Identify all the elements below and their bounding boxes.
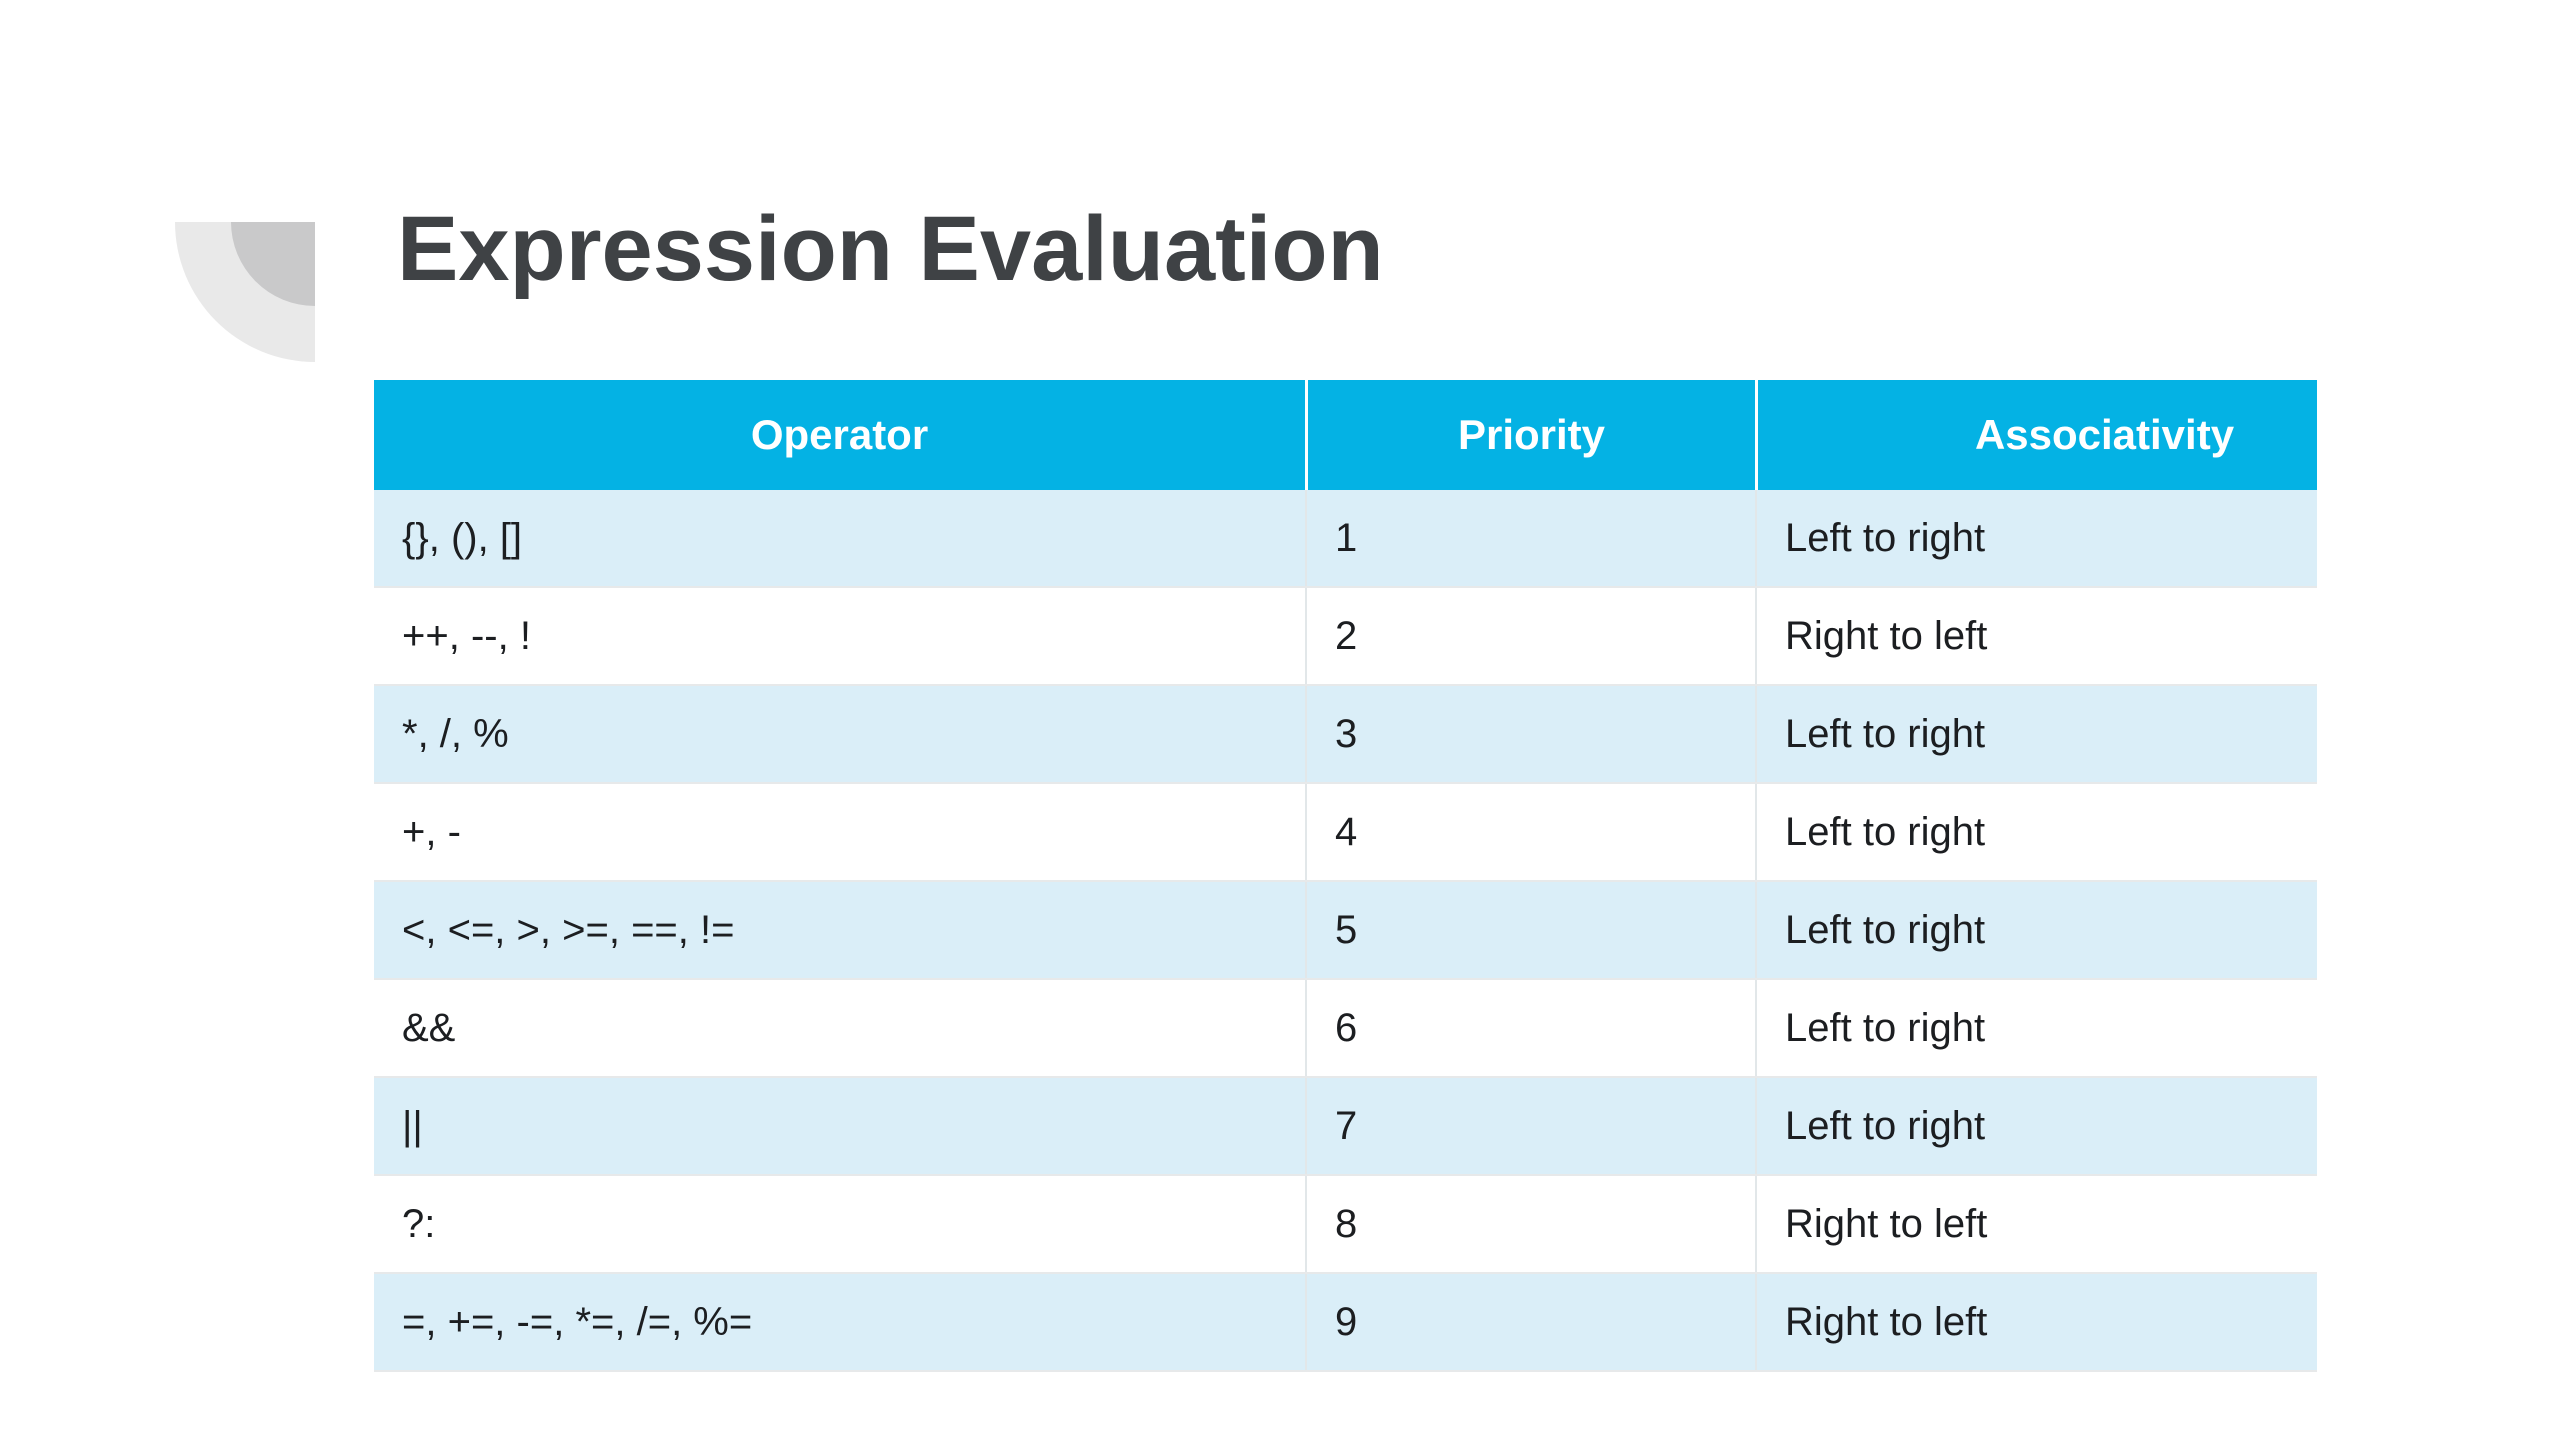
- table-row: ?: 8 Right to left: [374, 1176, 2317, 1274]
- table-row: {}, (), [] 1 Left to right: [374, 490, 2317, 588]
- operator-cell: ||: [402, 1103, 423, 1148]
- table-row: || 7 Left to right: [374, 1078, 2317, 1176]
- operator-precedence-table: Operator Priority Associativity {}, (), …: [374, 380, 2317, 1372]
- associativity-cell: Left to right: [1755, 686, 2317, 782]
- priority-cell: 2: [1305, 588, 1755, 684]
- page-title: Expression Evaluation: [397, 198, 1384, 300]
- quarter-circle-decoration: [175, 222, 315, 362]
- table-row: =, +=, -=, *=, /=, %= 9 Right to left: [374, 1274, 2317, 1372]
- priority-cell: 9: [1305, 1274, 1755, 1370]
- priority-cell: 8: [1305, 1176, 1755, 1272]
- operator-cell: {}, (), []: [402, 515, 523, 560]
- operator-cell: +, -: [402, 809, 461, 854]
- table-row: <, <=, >, >=, ==, != 5 Left to right: [374, 882, 2317, 980]
- priority-cell: 3: [1305, 686, 1755, 782]
- table-row: && 6 Left to right: [374, 980, 2317, 1078]
- table-row: *, /, % 3 Left to right: [374, 686, 2317, 784]
- associativity-cell: Left to right: [1755, 882, 2317, 978]
- associativity-cell: Right to left: [1755, 1274, 2317, 1370]
- associativity-cell: Left to right: [1755, 490, 2317, 586]
- table-body: {}, (), [] 1 Left to right ++, --, ! 2 R…: [374, 490, 2317, 1372]
- table-row: +, - 4 Left to right: [374, 784, 2317, 882]
- operator-cell: <, <=, >, >=, ==, !=: [402, 907, 735, 952]
- priority-cell: 4: [1305, 784, 1755, 880]
- priority-cell: 1: [1305, 490, 1755, 586]
- operator-cell: *, /, %: [402, 711, 509, 756]
- operator-cell: =, +=, -=, *=, /=, %=: [402, 1299, 753, 1344]
- table-row: ++, --, ! 2 Right to left: [374, 588, 2317, 686]
- column-header-associativity: Associativity: [1755, 380, 2317, 490]
- column-header-operator: Operator: [374, 380, 1305, 490]
- priority-cell: 5: [1305, 882, 1755, 978]
- priority-cell: 6: [1305, 980, 1755, 1076]
- associativity-cell: Left to right: [1755, 980, 2317, 1076]
- operator-cell: ++, --, !: [402, 613, 531, 658]
- operator-cell: &&: [402, 1005, 456, 1050]
- priority-cell: 7: [1305, 1078, 1755, 1174]
- quarter-circle-decoration-inner: [231, 222, 315, 306]
- table-header-row: Operator Priority Associativity: [374, 380, 2317, 490]
- operator-cell: ?:: [402, 1201, 436, 1246]
- associativity-cell: Left to right: [1755, 1078, 2317, 1174]
- associativity-cell: Left to right: [1755, 784, 2317, 880]
- associativity-cell: Right to left: [1755, 1176, 2317, 1272]
- column-header-priority: Priority: [1305, 380, 1755, 490]
- associativity-cell: Right to left: [1755, 588, 2317, 684]
